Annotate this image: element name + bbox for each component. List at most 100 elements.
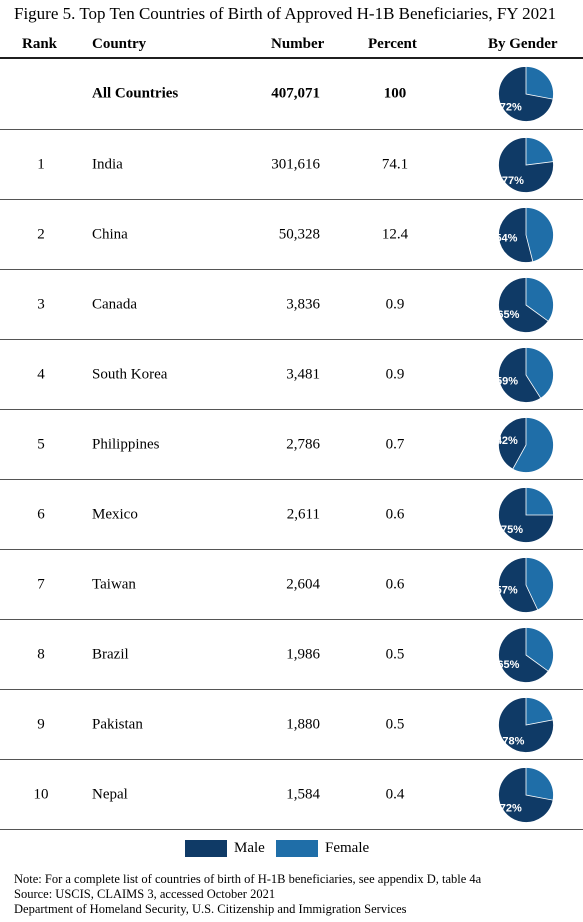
- number-cell: 2,611: [286, 506, 320, 522]
- percent-cell: 0.5: [385, 716, 405, 732]
- data-table: All Countries 407,071 100 72% 1 India 301,616 7…: [0, 59, 583, 830]
- rank-cell: 10: [33, 786, 49, 802]
- legend: Male Female: [0, 838, 583, 860]
- number-cell: 3,836: [286, 296, 320, 312]
- percent-cell: 0.9: [385, 296, 405, 312]
- country-cell: Brazil: [92, 646, 129, 662]
- country-cell: Nepal: [92, 786, 128, 802]
- pie-male-label: 59%: [497, 375, 518, 387]
- pie-male-label: 77%: [502, 174, 524, 186]
- number-cell: 301,616: [271, 156, 320, 172]
- pie-slice-male: [498, 276, 549, 333]
- percent-cell: 0.6: [385, 506, 405, 522]
- country-row: 9 Pakistan 1,880 0.5 78%: [0, 690, 583, 760]
- country-row: 7 Taiwan 2,604 0.6 57%: [0, 550, 583, 620]
- number-cell: 407,071: [271, 85, 320, 102]
- header-by-gender: By Gender: [488, 36, 558, 52]
- agency-line: Department of Homeland Security, U.S. Ci…: [14, 902, 407, 916]
- country-cell: Philippines: [92, 436, 160, 452]
- gender-pie: 59%: [497, 346, 554, 403]
- rank-cell: 8: [37, 646, 45, 662]
- legend-male-swatch: [185, 840, 227, 857]
- pie-male-label: 54%: [497, 232, 518, 244]
- country-cell: India: [92, 156, 123, 172]
- country-cell: China: [92, 226, 128, 242]
- country-row: 1 India 301,616 74.1 77%: [0, 130, 583, 200]
- number-cell: 1,986: [286, 646, 320, 662]
- country-cell: All Countries: [92, 85, 179, 102]
- rank-cell: 6: [37, 506, 45, 522]
- percent-cell: 0.7: [385, 436, 405, 452]
- rank-cell: 5: [37, 436, 45, 452]
- gender-pie: 57%: [497, 556, 554, 613]
- note-line: Note: For a complete list of countries o…: [14, 872, 482, 886]
- header-rule: [0, 57, 583, 59]
- legend-female-swatch: [276, 840, 318, 857]
- gender-pie: 72%: [498, 766, 554, 823]
- rank-cell: 3: [37, 296, 45, 312]
- pie-male-label: 65%: [497, 658, 519, 670]
- percent-cell: 74.1: [381, 156, 409, 172]
- country-row: 10 Nepal 1,584 0.4 72%: [0, 760, 583, 830]
- legend-female-label: Female: [325, 840, 370, 856]
- notes: Note: For a complete list of countries o…: [14, 872, 481, 917]
- pie-slice-male: [498, 66, 554, 122]
- pie-male-label: 57%: [497, 584, 518, 596]
- source-line: Source: USCIS, CLAIMS 3, accessed Octobe…: [14, 887, 276, 901]
- pie-slice-male: [498, 136, 554, 193]
- pie-slice-male: [498, 206, 534, 263]
- rank-cell: 1: [37, 156, 45, 172]
- country-row: 5 Philippines 2,786 0.7 42%: [0, 410, 583, 480]
- header-country: Country: [92, 36, 147, 52]
- percent-cell: 0.6: [385, 576, 405, 592]
- total-row: All Countries 407,071 100 72%: [0, 59, 583, 130]
- number-cell: 3,481: [286, 366, 320, 382]
- pie-slice-male: [498, 556, 539, 613]
- rank-cell: 9: [37, 716, 45, 732]
- number-cell: 2,604: [286, 576, 320, 592]
- rank-cell: 2: [37, 226, 45, 242]
- pie-male-label: 65%: [497, 308, 519, 320]
- number-cell: 2,786: [286, 436, 320, 452]
- number-cell: 1,880: [286, 716, 320, 732]
- country-row: 4 South Korea 3,481 0.9 59%: [0, 340, 583, 410]
- gender-pie: 75%: [498, 486, 554, 543]
- header-rank: Rank: [22, 36, 58, 52]
- gender-pie: 65%: [497, 276, 554, 333]
- gender-pie: 77%: [498, 136, 554, 193]
- number-cell: 50,328: [278, 226, 320, 242]
- gender-pie: 78%: [498, 696, 554, 753]
- pie-slice-male: [498, 486, 554, 543]
- header-number: Number: [271, 36, 325, 52]
- pie-slice-male: [498, 416, 527, 470]
- rank-cell: 7: [37, 576, 45, 592]
- country-cell: South Korea: [92, 366, 168, 382]
- gender-pie: 54%: [497, 206, 554, 263]
- pie-male-label: 75%: [501, 524, 523, 536]
- country-cell: Canada: [92, 296, 137, 312]
- country-row: 3 Canada 3,836 0.9 65%: [0, 270, 583, 340]
- pie-slice-male: [498, 696, 554, 753]
- percent-cell: 0.5: [385, 646, 405, 662]
- pie-slice-male: [498, 766, 554, 823]
- pie-male-label: 72%: [500, 802, 522, 814]
- country-cell: Taiwan: [92, 576, 136, 592]
- pie-male-label: 78%: [502, 735, 524, 747]
- figure-title: Figure 5. Top Ten Countries of Birth of …: [14, 4, 557, 23]
- percent-cell: 0.4: [385, 786, 405, 802]
- percent-cell: 0.9: [385, 366, 405, 382]
- country-cell: Mexico: [92, 506, 138, 522]
- percent-cell: 100: [383, 85, 407, 102]
- legend-male-label: Male: [234, 840, 265, 856]
- pie-slice-male: [498, 626, 549, 683]
- pie-male-label: 72%: [500, 102, 522, 114]
- gender-pie: 65%: [497, 626, 554, 683]
- gender-pie: 72%: [498, 66, 554, 122]
- header-percent: Percent: [368, 36, 417, 52]
- country-cell: Pakistan: [92, 716, 143, 732]
- number-cell: 1,584: [286, 786, 320, 802]
- country-row: 8 Brazil 1,986 0.5 65%: [0, 620, 583, 690]
- country-row: 6 Mexico 2,611 0.6 75%: [0, 480, 583, 550]
- pie-male-label: 42%: [497, 435, 518, 447]
- rank-cell: 4: [37, 366, 45, 382]
